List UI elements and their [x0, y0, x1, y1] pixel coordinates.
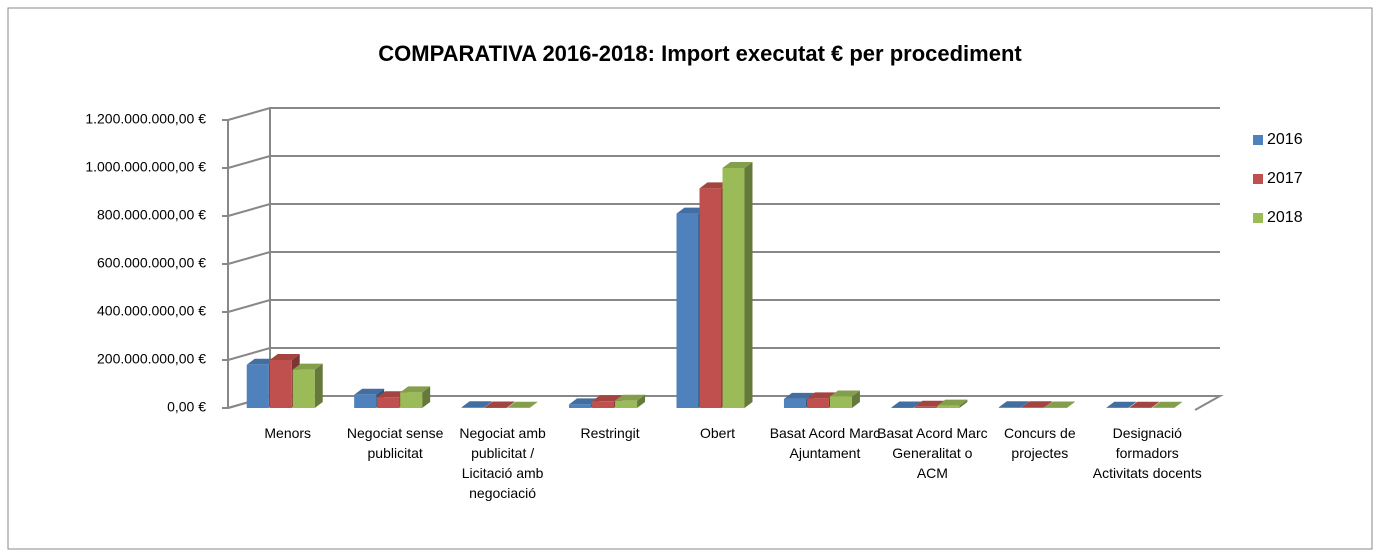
bar-top	[783, 392, 814, 399]
bar-top	[1129, 401, 1160, 408]
bar-top	[461, 401, 492, 408]
bar-top	[1106, 401, 1137, 408]
bar	[1021, 407, 1044, 408]
x-tick-label: Designació formadors Activitats docents	[1092, 425, 1202, 481]
x-tick-label: Concurs de projectes	[1004, 425, 1076, 461]
bar	[461, 407, 484, 408]
bar	[592, 401, 615, 408]
grid-line	[227, 251, 1220, 265]
bar-top	[1044, 401, 1075, 408]
bar-side	[1043, 401, 1052, 408]
bar	[569, 404, 592, 408]
bar-side	[1174, 401, 1183, 408]
legend-label: 2016	[1267, 131, 1303, 148]
y-tick-label: 0,00 €	[167, 399, 206, 415]
bar-side	[1151, 401, 1160, 408]
grid-line	[227, 155, 1220, 169]
bar-side	[529, 401, 538, 408]
bar-top	[292, 363, 323, 370]
bar-side	[1020, 401, 1029, 408]
bar	[269, 360, 292, 408]
bar	[400, 392, 423, 408]
bar	[615, 400, 638, 408]
bar	[354, 394, 377, 408]
bar-top	[699, 182, 730, 189]
bar-top	[615, 394, 646, 401]
grid-line	[227, 347, 1220, 361]
grid-line	[227, 299, 1220, 313]
y-tick-label: 600.000.000,00 €	[97, 255, 206, 271]
x-tick-label: Basat Acord Marc Generalitat o ACM	[877, 425, 988, 481]
bar-top	[1152, 401, 1183, 408]
legend-swatch	[1253, 213, 1263, 223]
bar	[998, 407, 1021, 408]
bar-side	[851, 390, 860, 408]
bar-side	[1066, 401, 1075, 408]
bar-top	[569, 398, 600, 405]
bar-top	[354, 388, 385, 395]
bar-top	[269, 354, 300, 360]
x-tick-label: Negociat sense publicitat	[346, 425, 444, 461]
x-tick-label: Negociat amb publicitat / Licitació amb …	[459, 425, 546, 501]
bar	[699, 188, 722, 408]
bar-side	[959, 399, 968, 408]
y-tick-label: 1.200.000.000,00 €	[85, 111, 206, 127]
bar	[246, 364, 269, 408]
bar	[783, 398, 806, 408]
y-tick-label: 1.000.000.000,00 €	[85, 159, 206, 175]
bar-top	[998, 401, 1029, 408]
bar	[937, 405, 960, 408]
bar	[914, 406, 937, 408]
bar-top	[829, 390, 860, 397]
y-tick-label: 200.000.000,00 €	[97, 351, 206, 367]
bar	[829, 396, 852, 408]
bar-side	[744, 162, 753, 408]
bar-side	[422, 386, 431, 408]
bar	[292, 369, 315, 408]
bar-top	[507, 401, 538, 408]
bar-top	[400, 386, 431, 393]
bar	[676, 213, 699, 408]
x-tick-label: Obert	[699, 425, 735, 441]
bar-top	[246, 358, 277, 365]
x-tick-label: Restringit	[580, 425, 640, 441]
bar-side	[637, 394, 646, 408]
x-tick-label: Basat Acord Marc Ajuntament	[769, 425, 881, 461]
bar-top	[806, 392, 837, 399]
legend-label: 2018	[1267, 209, 1303, 226]
bar	[722, 168, 745, 408]
bar-top	[592, 395, 623, 402]
x-tick-label: Menors	[264, 425, 312, 441]
grid-line	[227, 203, 1220, 217]
bar-top	[722, 162, 753, 168]
bar	[806, 398, 829, 408]
legend-label: 2017	[1267, 170, 1303, 187]
bar-top	[676, 207, 707, 214]
bar-side	[506, 401, 515, 408]
legend-swatch	[1253, 135, 1263, 145]
bar-top	[1021, 401, 1052, 408]
bar	[377, 397, 400, 408]
bar-top	[891, 401, 922, 408]
bar-top	[377, 391, 408, 398]
legend-swatch	[1253, 174, 1263, 184]
chart-title: COMPARATIVA 2016-2018: Import executat €…	[378, 41, 1022, 66]
bar-top	[914, 400, 945, 407]
bar-top	[937, 399, 968, 406]
bar-side	[483, 401, 492, 408]
grid-line	[227, 107, 1220, 121]
y-tick-label: 400.000.000,00 €	[97, 303, 206, 319]
bar-top	[484, 401, 515, 408]
y-tick-label: 800.000.000,00 €	[97, 207, 206, 223]
bar-side	[1128, 401, 1137, 408]
bar-side	[314, 363, 323, 408]
